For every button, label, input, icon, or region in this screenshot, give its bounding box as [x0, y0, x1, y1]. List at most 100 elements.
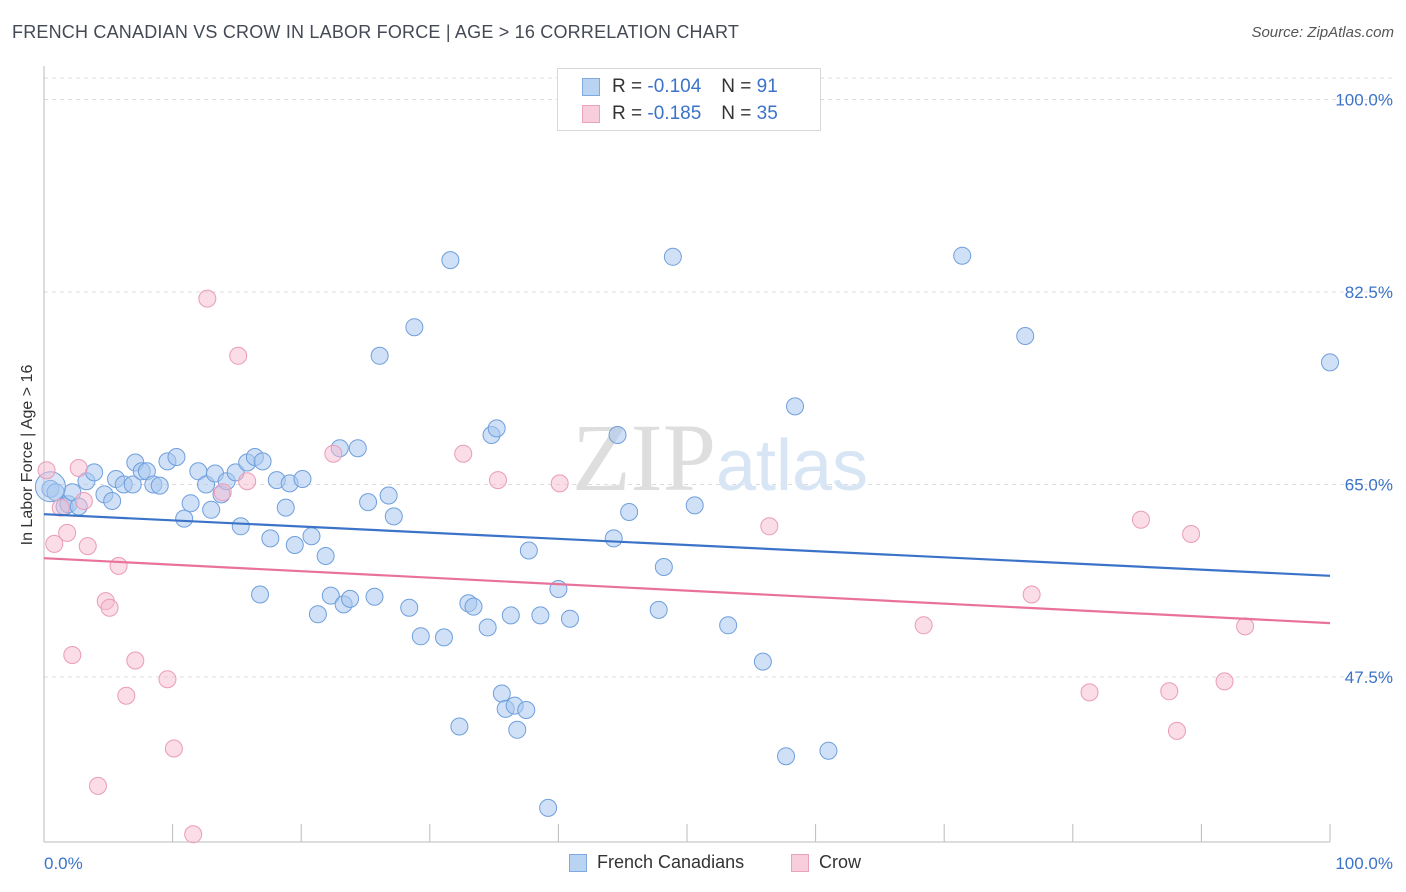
data-point-french-canadians [285, 536, 304, 554]
legend-box: R = -0.104 N = 91 R = -0.185 N = 35 [557, 68, 821, 131]
data-point-crow [69, 459, 88, 477]
legend-row-crow: R = -0.185 N = 35 [582, 102, 778, 126]
data-point-french-canadians [365, 587, 384, 606]
data-point-french-canadians [685, 496, 704, 515]
chart-title: FRENCH CANADIAN VS CROW IN LABOR FORCE |… [12, 22, 740, 42]
y-tick-label: 100.0% [1335, 91, 1393, 110]
y-tick-label: 65.0% [1345, 476, 1393, 495]
data-point-crow [1182, 525, 1201, 543]
data-point-french-canadians [251, 585, 270, 604]
legend-n-label: N = [721, 103, 752, 124]
data-point-french-canadians [85, 463, 104, 482]
data-point-french-canadians [175, 509, 194, 528]
data-point-french-canadians [953, 246, 972, 265]
data-point-french-canadians [517, 701, 536, 719]
legend-label-french-canadians: French Canadians [597, 852, 745, 872]
data-point-french-canadians [1321, 353, 1339, 372]
data-point-french-canadians [519, 541, 538, 560]
data-point-french-canadians [478, 618, 497, 637]
data-point-crow [324, 444, 343, 463]
legend-n-value: 35 [756, 103, 778, 124]
data-point-french-canadians [508, 720, 527, 739]
axes [43, 66, 1331, 843]
data-point-french-canadians [253, 452, 272, 471]
data-point-crow [454, 444, 473, 463]
gridlines [44, 77, 1395, 678]
legend-row-french-canadians: R = -0.104 N = 91 [582, 75, 778, 99]
data-point-french-canadians [604, 529, 623, 548]
data-point-french-canadians [663, 247, 682, 266]
data-point-crow [1022, 585, 1041, 604]
legend-swatch-pink [582, 105, 600, 123]
data-point-french-canadians [560, 609, 579, 628]
data-point-crow [238, 472, 257, 491]
data-point-crow [158, 670, 177, 689]
data-point-crow [229, 346, 248, 365]
data-point-french-canadians [341, 589, 360, 608]
data-point-crow [1215, 672, 1234, 691]
data-point-french-canadians [649, 600, 668, 619]
data-point-french-canadians [167, 448, 186, 466]
data-point-french-canadians [620, 503, 639, 521]
data-point-french-canadians [384, 507, 403, 526]
data-point-crow [45, 534, 64, 553]
data-point-crow [109, 556, 128, 575]
data-point-french-canadians [202, 500, 221, 519]
data-point-french-canadians [819, 741, 838, 760]
data-point-french-canadians [405, 318, 424, 337]
legend-n-label: N = [721, 76, 752, 97]
data-point-french-canadians [261, 529, 280, 548]
bottom-legend-crow: Crow [791, 852, 861, 873]
watermark-zip: ZIP [572, 404, 716, 511]
data-point-french-canadians [608, 426, 627, 444]
data-point-crow [37, 461, 56, 480]
x-tick-label: 100.0% [1335, 854, 1393, 873]
data-point-french-canadians [450, 717, 469, 736]
data-point-french-canadians [400, 598, 419, 617]
legend-r-label: R = [612, 76, 643, 97]
data-point-french-canadians [501, 606, 520, 625]
data-point-crow [550, 474, 569, 493]
data-point-french-canadians [302, 527, 321, 546]
y-tick-label: 47.5% [1345, 668, 1393, 687]
data-point-french-canadians [1016, 327, 1035, 345]
data-point-french-canadians [293, 470, 312, 488]
data-point-french-canadians [786, 397, 805, 416]
data-point-crow [213, 483, 232, 502]
data-point-french-canadians [492, 684, 511, 703]
legend-r-label: R = [612, 103, 643, 124]
trend-lines [43, 513, 1331, 625]
data-point-french-canadians [464, 597, 483, 616]
data-point-french-canadians [150, 476, 169, 495]
trend-line-french-canadians [43, 513, 1331, 577]
data-point-crow [1236, 617, 1255, 636]
data-point-french-canadians [777, 747, 796, 766]
data-point-crow [78, 537, 97, 556]
legend-label-crow: Crow [819, 852, 862, 872]
watermark: ZIPatlas [572, 404, 868, 511]
trend-line-crow [43, 557, 1331, 625]
y-tick-label: 82.5% [1345, 283, 1393, 302]
data-point-french-canadians [434, 628, 453, 647]
data-point-crow [914, 616, 933, 635]
data-point-french-canadians [316, 547, 335, 565]
legend-r-value: -0.185 [647, 103, 702, 124]
series-crow [37, 289, 1255, 844]
data-point-crow [184, 825, 203, 844]
data-point-crow [51, 498, 70, 517]
data-point-crow [198, 289, 217, 308]
data-point-french-canadians [370, 346, 389, 365]
data-point-crow [126, 651, 145, 670]
data-point-french-canadians [411, 627, 430, 646]
data-point-french-canadians [487, 419, 506, 438]
data-point-french-canadians [321, 586, 340, 605]
data-point-french-canadians [276, 498, 295, 517]
data-point-crow [117, 686, 136, 705]
data-point-crow [1080, 683, 1099, 702]
chart-source: Source: ZipAtlas.com [1251, 24, 1394, 41]
data-point-french-canadians [531, 606, 550, 625]
data-point-crow [1160, 682, 1179, 701]
data-point-french-canadians [231, 517, 250, 536]
data-point-french-canadians [379, 486, 398, 505]
data-point-crow [164, 739, 183, 758]
